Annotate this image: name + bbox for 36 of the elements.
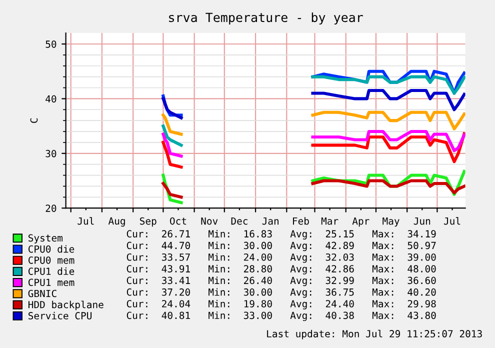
text: Cur: 43.91 Min: 28.80 Avg: 42.86 Max: 48.00 xyxy=(126,264,436,274)
text: Cur: 26.71 Min: 16.83 Avg: 25.15 Max: 34.19 xyxy=(126,230,436,240)
text: Cur: 24.04 Min: 19.80 Avg: 24.40 Max: 29.98 xyxy=(126,300,436,310)
x-tick-label: May xyxy=(382,217,400,227)
y-tick-label: 20 xyxy=(46,204,56,212)
x-tick-label: Feb xyxy=(293,217,309,225)
text: Cur: 37.20 Min: 30.00 Avg: 36.75 Max: 40.20 xyxy=(126,288,436,298)
x-tick-label: Apr xyxy=(352,217,370,227)
text: Last update: Mon Jul 29 11:25:07 2013 xyxy=(267,330,482,340)
x-tick-label: Oct xyxy=(170,217,186,225)
y-axis-title: C xyxy=(30,118,38,123)
text: Cur: 33.57 Min: 24.00 Avg: 32.03 Max: 39.00 xyxy=(126,253,436,263)
text: Cur: 44.70 Min: 30.00 Avg: 42.89 Max: 50.97 xyxy=(126,242,436,252)
legend-label: CPU0 mem xyxy=(28,256,74,264)
x-tick-label: Nov xyxy=(201,217,218,225)
legend-label: CPU1 mem xyxy=(28,278,74,286)
x-tick-label: Sep xyxy=(140,217,156,227)
x-tick-label: Mar xyxy=(321,217,338,225)
text: Cur: 40.81 Min: 33.00 Avg: 40.38 Max: 43.80 xyxy=(126,312,436,322)
x-tick-label: Jan xyxy=(262,217,278,225)
legend-label: HDD backplane xyxy=(28,300,104,310)
legend-label: CPU1 die xyxy=(28,267,74,275)
y-tick-label: 50 xyxy=(46,40,56,48)
text: Cur: 33.41 Min: 26.40 Avg: 32.99 Max: 36.60 xyxy=(126,276,436,286)
legend-label: Service CPU xyxy=(28,312,92,320)
x-tick-label: Jul xyxy=(78,217,94,225)
x-tick-label: Dec xyxy=(231,217,248,225)
y-tick-label: 40 xyxy=(46,95,56,103)
legend-label: System xyxy=(28,234,62,244)
x-tick-label: Jul xyxy=(444,217,460,225)
x-tick-label: Aug xyxy=(108,217,125,227)
legend-label: GBNIC xyxy=(28,290,56,298)
y-tick-label: 30 xyxy=(46,150,56,158)
x-tick-label: Jun xyxy=(414,217,430,225)
chart-title: srva Temperature - by year xyxy=(169,12,363,25)
legend-label: CPU0 die xyxy=(28,245,74,253)
